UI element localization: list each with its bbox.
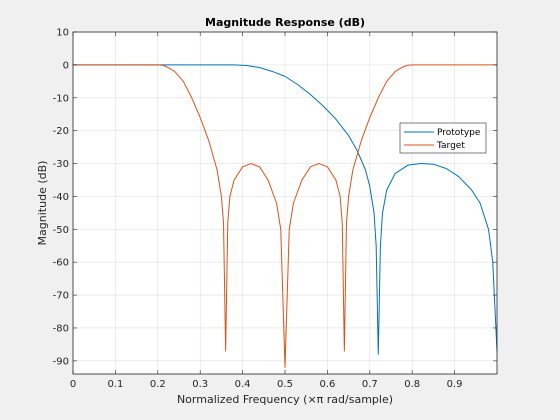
y-tick-label: -50 — [53, 225, 69, 236]
y-tick-label: -20 — [53, 126, 69, 137]
y-tick-label: -30 — [53, 159, 69, 170]
x-tick-label: 0.1 — [107, 379, 123, 390]
y-tick-label: -10 — [53, 93, 69, 104]
x-tick-label: 0 — [70, 379, 76, 390]
x-tick-label: 0.3 — [192, 379, 208, 390]
x-tick-label: 0.5 — [277, 379, 293, 390]
series-layer — [73, 64, 498, 368]
y-tick-label: -70 — [53, 291, 69, 302]
y-tick-label: -90 — [53, 356, 69, 367]
y-tick-label: -40 — [53, 192, 69, 203]
y-tick-label: 10 — [56, 28, 69, 39]
legend-label-target: Target — [436, 141, 465, 151]
series-line-prototype[interactable] — [73, 64, 498, 355]
grid-lines — [72, 31, 497, 374]
series-line-target[interactable] — [73, 64, 497, 368]
axis-ticks: 0 0.1 0.2 0.3 0.4 0.5 0.6 0.7 0.8 0.9 10 0 -10 -20 -30… — [53, 28, 497, 390]
x-tick-label: 0.6 — [319, 379, 335, 390]
x-tick-label: 0.8 — [404, 379, 420, 390]
legend-label-prototype: Prototype — [437, 128, 481, 138]
y-tick-label: -80 — [53, 323, 69, 334]
y-axis-label: Magnitude (dB) — [36, 161, 49, 246]
x-axis-label: Normalized Frequency (×π rad/sample) — [177, 393, 393, 406]
x-tick-label: 0.2 — [150, 379, 166, 390]
x-tick-label: 0.4 — [235, 379, 251, 390]
chart-title: Magnitude Response (dB) — [205, 16, 365, 29]
x-tick-label: 0.7 — [362, 379, 378, 390]
y-tick-label: 0 — [63, 60, 69, 71]
legend[interactable]: Prototype Target — [399, 122, 487, 154]
x-tick-label: 0.9 — [447, 379, 463, 390]
y-tick-label: -60 — [53, 258, 69, 269]
legend-box — [399, 122, 487, 154]
